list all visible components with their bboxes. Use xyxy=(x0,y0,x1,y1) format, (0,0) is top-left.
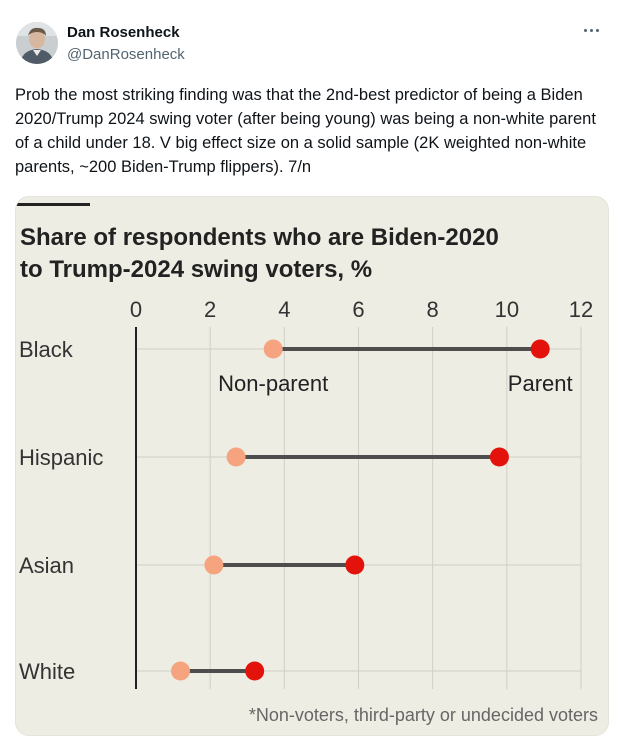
parent-dot xyxy=(245,661,265,681)
non-parent-dot xyxy=(171,661,190,681)
category-label: White xyxy=(19,659,75,684)
legend-non-parent: Non-parent xyxy=(218,371,328,396)
more-options-button[interactable] xyxy=(578,20,604,40)
chart-svg: 0 2 4 6 8 10 12 Black Hispanic Asian White Share … xyxy=(16,203,598,725)
non-parent-dot xyxy=(263,339,283,359)
author-name[interactable]: Dan Rosenheck xyxy=(67,24,180,41)
x-tick-label: 0 xyxy=(130,297,142,322)
parent-dot xyxy=(530,339,550,359)
x-tick-label: 10 xyxy=(495,297,519,322)
chart-title-line: Share of respondents who are Biden-2020 xyxy=(20,224,499,251)
author-avatar[interactable] xyxy=(16,22,58,64)
x-tick-label: 6 xyxy=(352,297,364,322)
category-label: Asian xyxy=(19,553,74,578)
x-tick-label: 2 xyxy=(204,297,216,322)
avatar-image xyxy=(16,22,58,64)
tweet-media-chart[interactable]: 0 2 4 6 8 10 12 Black Hispanic Asian White Share … xyxy=(15,196,609,736)
header-rule xyxy=(16,203,90,206)
parent-dot xyxy=(489,447,509,467)
legend-parent: Parent xyxy=(508,371,573,396)
author-handle[interactable]: @DanRosenheck xyxy=(67,46,185,63)
parent-dot xyxy=(345,555,365,575)
non-parent-dot xyxy=(226,447,246,467)
chart-footnote: *Non-voters, third-party or undecided vo… xyxy=(249,705,598,725)
x-tick-label: 8 xyxy=(427,297,439,322)
chart-title-line: to Trump-2024 swing voters, % xyxy=(20,256,372,283)
x-tick-label: 4 xyxy=(278,297,290,322)
non-parent-dot xyxy=(204,555,224,575)
x-tick-label: 12 xyxy=(569,297,593,322)
more-horizontal-icon xyxy=(583,28,587,32)
tweet-text: Prob the most striking finding was that … xyxy=(15,86,596,176)
category-label: Hispanic xyxy=(19,445,103,470)
category-label: Black xyxy=(19,337,74,362)
